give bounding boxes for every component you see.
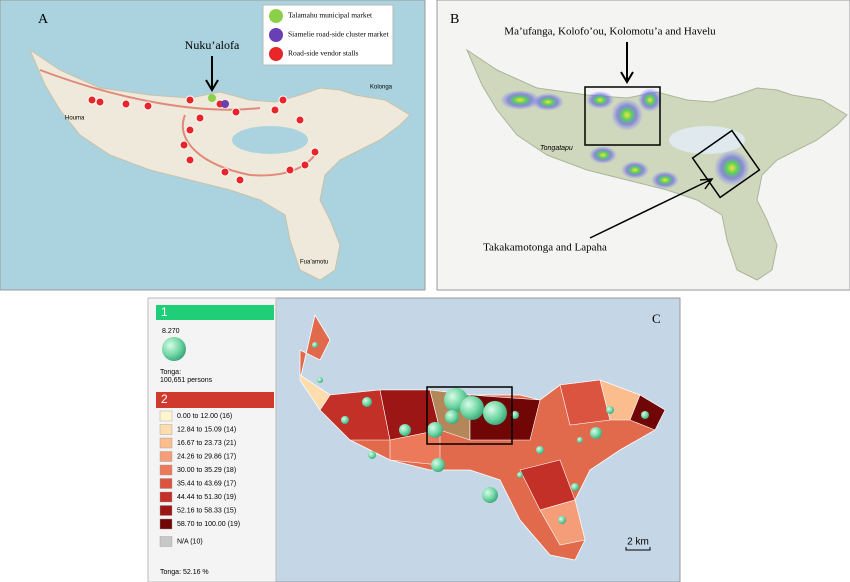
- legend-value: 8.270: [162, 328, 180, 335]
- lagoon: [232, 126, 308, 154]
- panel-c: C 2 km 1 8.270 Tonga: 100,651 persons 2 …: [147, 297, 681, 582]
- vendor-stalls: [87, 95, 320, 185]
- place-label: Fua’amotu: [300, 260, 328, 266]
- legend-text: Tonga:: [160, 369, 181, 376]
- legend-label: N/A (10): [177, 538, 203, 545]
- panel-b: B Ma’ufanga, Kolofo’ou, Kolomotu’a and H…: [436, 0, 850, 291]
- bubbles: [312, 342, 649, 524]
- legend-swatch: [159, 505, 173, 516]
- legend-header-label: 1: [161, 305, 168, 319]
- annotation: Takakamotonga and Lapaha: [483, 242, 607, 254]
- legend-marker: [269, 47, 283, 61]
- legend-bubble: [162, 337, 186, 361]
- legend-label: Road-side vendor stalls: [288, 49, 358, 58]
- legend-label: 12.84 to 15.09 (14): [177, 426, 236, 433]
- legend-swatch: [159, 478, 173, 489]
- scale-label: 2 km: [627, 537, 649, 548]
- legend-swatch: [159, 451, 173, 462]
- panel-label: C: [652, 311, 661, 326]
- market: [208, 94, 216, 102]
- legend-swatch: [159, 410, 173, 422]
- legend-label: 16.67 to 23.73 (21): [177, 440, 236, 447]
- place-label: Kolonga: [370, 85, 393, 91]
- legend-swatch: [159, 491, 173, 503]
- districts: [299, 374, 666, 546]
- place-label: Houma: [65, 116, 85, 122]
- legend-text: Tonga: 52.16 %: [160, 569, 209, 576]
- highlight-box: [584, 86, 661, 146]
- legend-swatch: [159, 424, 173, 435]
- legend-text: 100,651 persons: [160, 377, 213, 384]
- legend-header: [156, 392, 274, 408]
- panel-label: A: [38, 12, 49, 27]
- legend-swatch: [159, 518, 173, 530]
- legend-swatch: [159, 437, 173, 449]
- place-label: Tongatapu: [540, 145, 573, 152]
- legend-label: 44.44 to 51.30 (19): [177, 494, 236, 501]
- annotation: Ma’ufanga, Kolofo’ou, Kolomotu’a and Hav…: [504, 26, 716, 38]
- legend-label: 0.00 to 12.00 (16): [177, 413, 232, 420]
- legend-label: 58.70 to 100.00 (19): [177, 521, 240, 528]
- legend-swatch: [159, 464, 173, 476]
- legend: [262, 4, 394, 66]
- highlight-box: [426, 386, 513, 445]
- panel-a: A Nuku’alofa Kolonga Houma Fua’amotu Tal…: [0, 0, 426, 291]
- arrow: [205, 56, 219, 92]
- legend-label: 52.16 to 58.33 (15): [177, 507, 236, 514]
- heatmap: [500, 88, 750, 189]
- legend-marker: [269, 9, 283, 23]
- legend-label: 30.00 to 35.29 (18): [177, 467, 236, 474]
- legend-label: 24.26 to 29.86 (17): [177, 453, 236, 460]
- legend-marker: [269, 28, 283, 42]
- legend-header: [156, 305, 274, 320]
- legend-header-label: 2: [161, 392, 168, 406]
- highlight-box: [691, 129, 761, 199]
- panel-label: B: [450, 12, 459, 27]
- legend-swatch: [159, 536, 173, 547]
- arrow: [589, 178, 714, 239]
- legend-label: 35.44 to 43.69 (17): [177, 480, 236, 487]
- scale-bar: [625, 547, 651, 551]
- legend-label: Siamelie road-side cluster market: [288, 30, 390, 39]
- lagoon: [669, 126, 745, 154]
- market: [221, 100, 229, 108]
- legend-label: Talamahu municipal market: [288, 11, 373, 20]
- arrow: [620, 42, 634, 84]
- annotation: Nuku’alofa: [185, 38, 240, 52]
